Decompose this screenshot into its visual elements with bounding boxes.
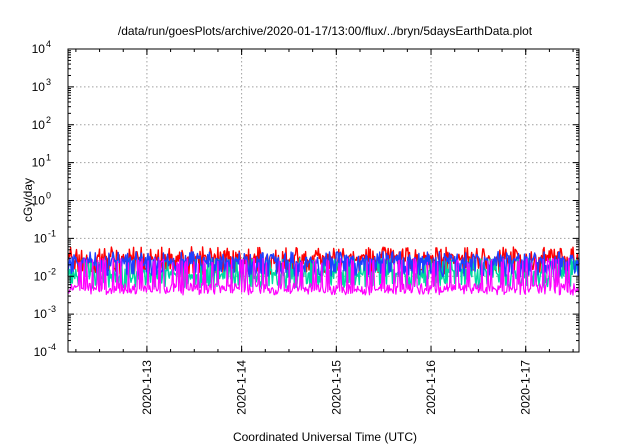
series-line [67,257,580,296]
grid [68,49,579,352]
x-tick-label: 2020-1-14 [235,360,249,415]
y-tick-label: 10-3 [34,304,56,321]
x-axis-label: Coordinated Universal Time (UTC) [233,430,417,444]
y-tick-label: 104 [32,39,51,56]
y-tick-label: 103 [32,77,51,94]
series-line [67,250,580,278]
chart-title: /data/run/goesPlots/archive/2020-01-17/1… [118,24,533,38]
x-tick-label: 2020-1-13 [140,360,154,415]
y-tick-label: 10-1 [34,228,56,245]
x-tick-label: 2020-1-17 [519,360,533,415]
y-axis-label: cGy/day [21,178,35,222]
series-layer [67,246,580,296]
y-tick-label: 102 [32,115,51,132]
x-axis: 2020-1-13 2020-1-14 2020-1-15 2020-1-16 2020… [75,49,574,415]
y-tick-label: 10-4 [34,342,56,359]
x-tick-label: 2020-1-15 [329,360,343,415]
y-tick-label: 101 [32,153,51,170]
y-tick-label: 10-2 [34,266,56,283]
x-tick-label: 2020-1-16 [424,360,438,415]
